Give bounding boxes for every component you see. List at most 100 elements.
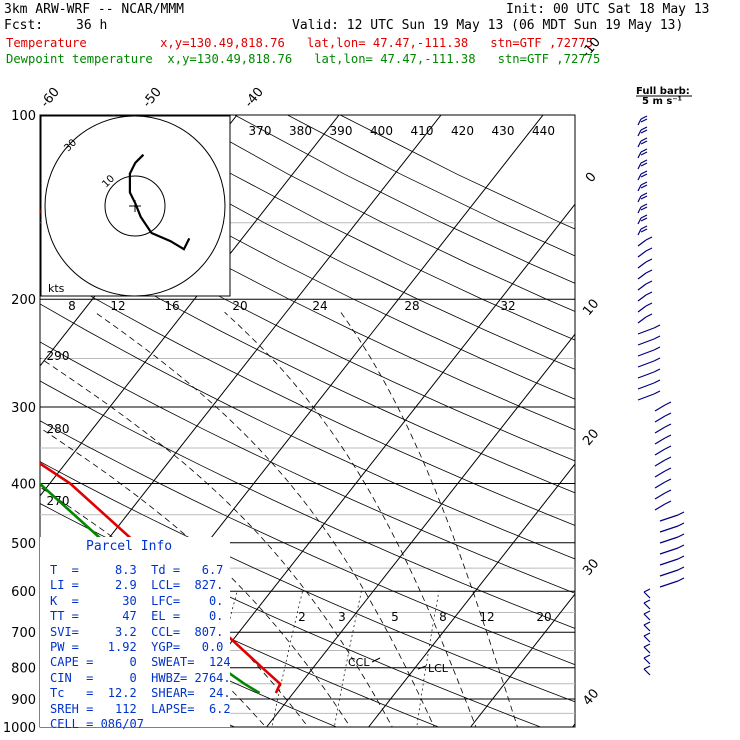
wind-barb-feather (640, 217, 648, 222)
wind-barb-feather (640, 214, 648, 219)
isotherm-line (164, 203, 575, 727)
wind-barb (659, 580, 679, 588)
wind-barb (637, 283, 647, 291)
wind-barb-feather (640, 159, 648, 164)
valid-time: Valid: 12 UTC Sun 19 May 13 (06 MDT Sun … (292, 18, 684, 33)
wind-barb-feather (645, 236, 653, 241)
ccl-marker (371, 657, 381, 663)
wind-barb (643, 624, 651, 632)
wind-barb (654, 492, 666, 500)
mixing-ratio-label: 24 (312, 299, 327, 313)
wind-barb (637, 151, 642, 159)
dry-adiabat-line (40, 229, 575, 494)
wind-barb (654, 481, 666, 489)
wind-barb-feather (640, 148, 648, 153)
isotherm-label: -10 (579, 35, 604, 61)
wind-barb-feather (643, 610, 651, 615)
wind-barb-feather (640, 118, 648, 123)
pressure-tick-label: 800 (11, 662, 36, 677)
wind-barb (637, 349, 655, 357)
dry-adiabat-line (40, 303, 575, 560)
wind-barb (659, 525, 679, 533)
wind-barb (643, 602, 651, 610)
dry-adiabat-line (76, 115, 575, 370)
dry-adiabat-line (40, 380, 575, 629)
dry-adiabat-line (40, 193, 575, 462)
dry-adiabat-label: 280 (47, 422, 70, 436)
wind-barb (654, 415, 666, 423)
wind-barb-feather (664, 412, 672, 417)
wind-barb-feather (645, 269, 653, 274)
wind-barb-feather (643, 654, 651, 659)
isotherm-label: 20 (580, 426, 602, 448)
wind-barb-feather (664, 401, 672, 406)
parcel-info-title: Parcel Info (86, 539, 173, 554)
wind-barb (637, 118, 642, 126)
moist-adiabat-line (224, 311, 477, 727)
wind-barb-feather (643, 588, 651, 593)
wind-barb-feather (643, 665, 651, 670)
dry-adiabat-line (40, 158, 575, 431)
forecast-label: Fcst: (4, 18, 44, 33)
isotherm-line (675, 115, 740, 727)
wind-barb-feather (677, 544, 685, 549)
theta-label: 430 (492, 124, 515, 138)
wind-barb (637, 217, 642, 225)
wind-barb (637, 360, 655, 368)
wind-barb (659, 536, 679, 544)
isotherm-label: 10 (580, 297, 602, 319)
wind-barb (637, 162, 642, 170)
wind-barb (643, 613, 651, 621)
wind-barb (654, 448, 666, 456)
wind-barb-feather (645, 247, 653, 252)
wind-barb (654, 503, 666, 511)
isotherm-line (368, 463, 575, 727)
wind-barb-feather (677, 577, 685, 582)
barb-legend-value: 5 m s⁻¹ (642, 96, 682, 107)
wind-barb-feather (664, 423, 672, 428)
wind-barb-feather (645, 291, 653, 296)
wind-barb (659, 547, 679, 555)
isotherm-label: -50 (140, 85, 165, 111)
mixing-ratio-low-label: 3 (338, 610, 346, 624)
isotherm-label: 30 (580, 556, 602, 578)
hodograph-units: kts (48, 282, 65, 295)
wind-barb (637, 382, 655, 390)
wind-barb (637, 195, 642, 203)
parcel-info-row: SREH = 112 LAPSE= 6.2 (50, 701, 231, 716)
wind-barb-feather (640, 140, 648, 145)
init-time: Init: 00 UTC Sat 18 May 13 (506, 2, 710, 17)
wind-barb-feather (677, 566, 685, 571)
wind-barb-feather (653, 357, 661, 362)
wind-barb-feather (640, 173, 648, 178)
dry-adiabat-line (40, 124, 575, 400)
wind-barb-feather (677, 533, 685, 538)
temperature-legend: Temperature x,y=130.49,818.76 lat,lon= 4… (6, 36, 593, 50)
wind-barb (637, 338, 655, 346)
parcel-info-row: LI = 2.9 LCL= 827. (50, 578, 224, 593)
dry-adiabat-line (40, 461, 575, 703)
moist-adiabat-line (40, 537, 267, 727)
wind-barb-feather (640, 137, 648, 142)
wind-barb (637, 316, 647, 324)
parcel-info-row: CIN = 0 HWBZ= 2764. (50, 670, 231, 685)
pressure-tick-label: 200 (11, 293, 36, 308)
mixing-ratio-line (271, 591, 303, 727)
barb-legend-title: Full barb: (636, 86, 690, 97)
wind-barb (654, 459, 666, 467)
moist-adiabat-line (94, 311, 435, 727)
dry-adiabat-line (40, 420, 575, 666)
wind-barb-feather (643, 621, 651, 626)
wind-barb (637, 184, 642, 192)
wind-barb (643, 646, 651, 654)
theta-label: 390 (330, 124, 353, 138)
parcel-info-row: T = 8.3 Td = 6.7 (50, 563, 224, 577)
isotherm-line (470, 593, 575, 727)
mixing-ratio-label: 32 (500, 299, 515, 313)
parcel-info-row: CAPE = 0 SWEAT= 124 (50, 655, 231, 670)
mixing-ratio-label: 12 (110, 299, 125, 313)
lcl-label: LCL (428, 662, 449, 675)
mixing-ratio-label: 20 (232, 299, 247, 313)
parcel-info-row: TT = 47 EL = 0. (50, 609, 224, 624)
pressure-tick-label: 700 (11, 626, 36, 641)
